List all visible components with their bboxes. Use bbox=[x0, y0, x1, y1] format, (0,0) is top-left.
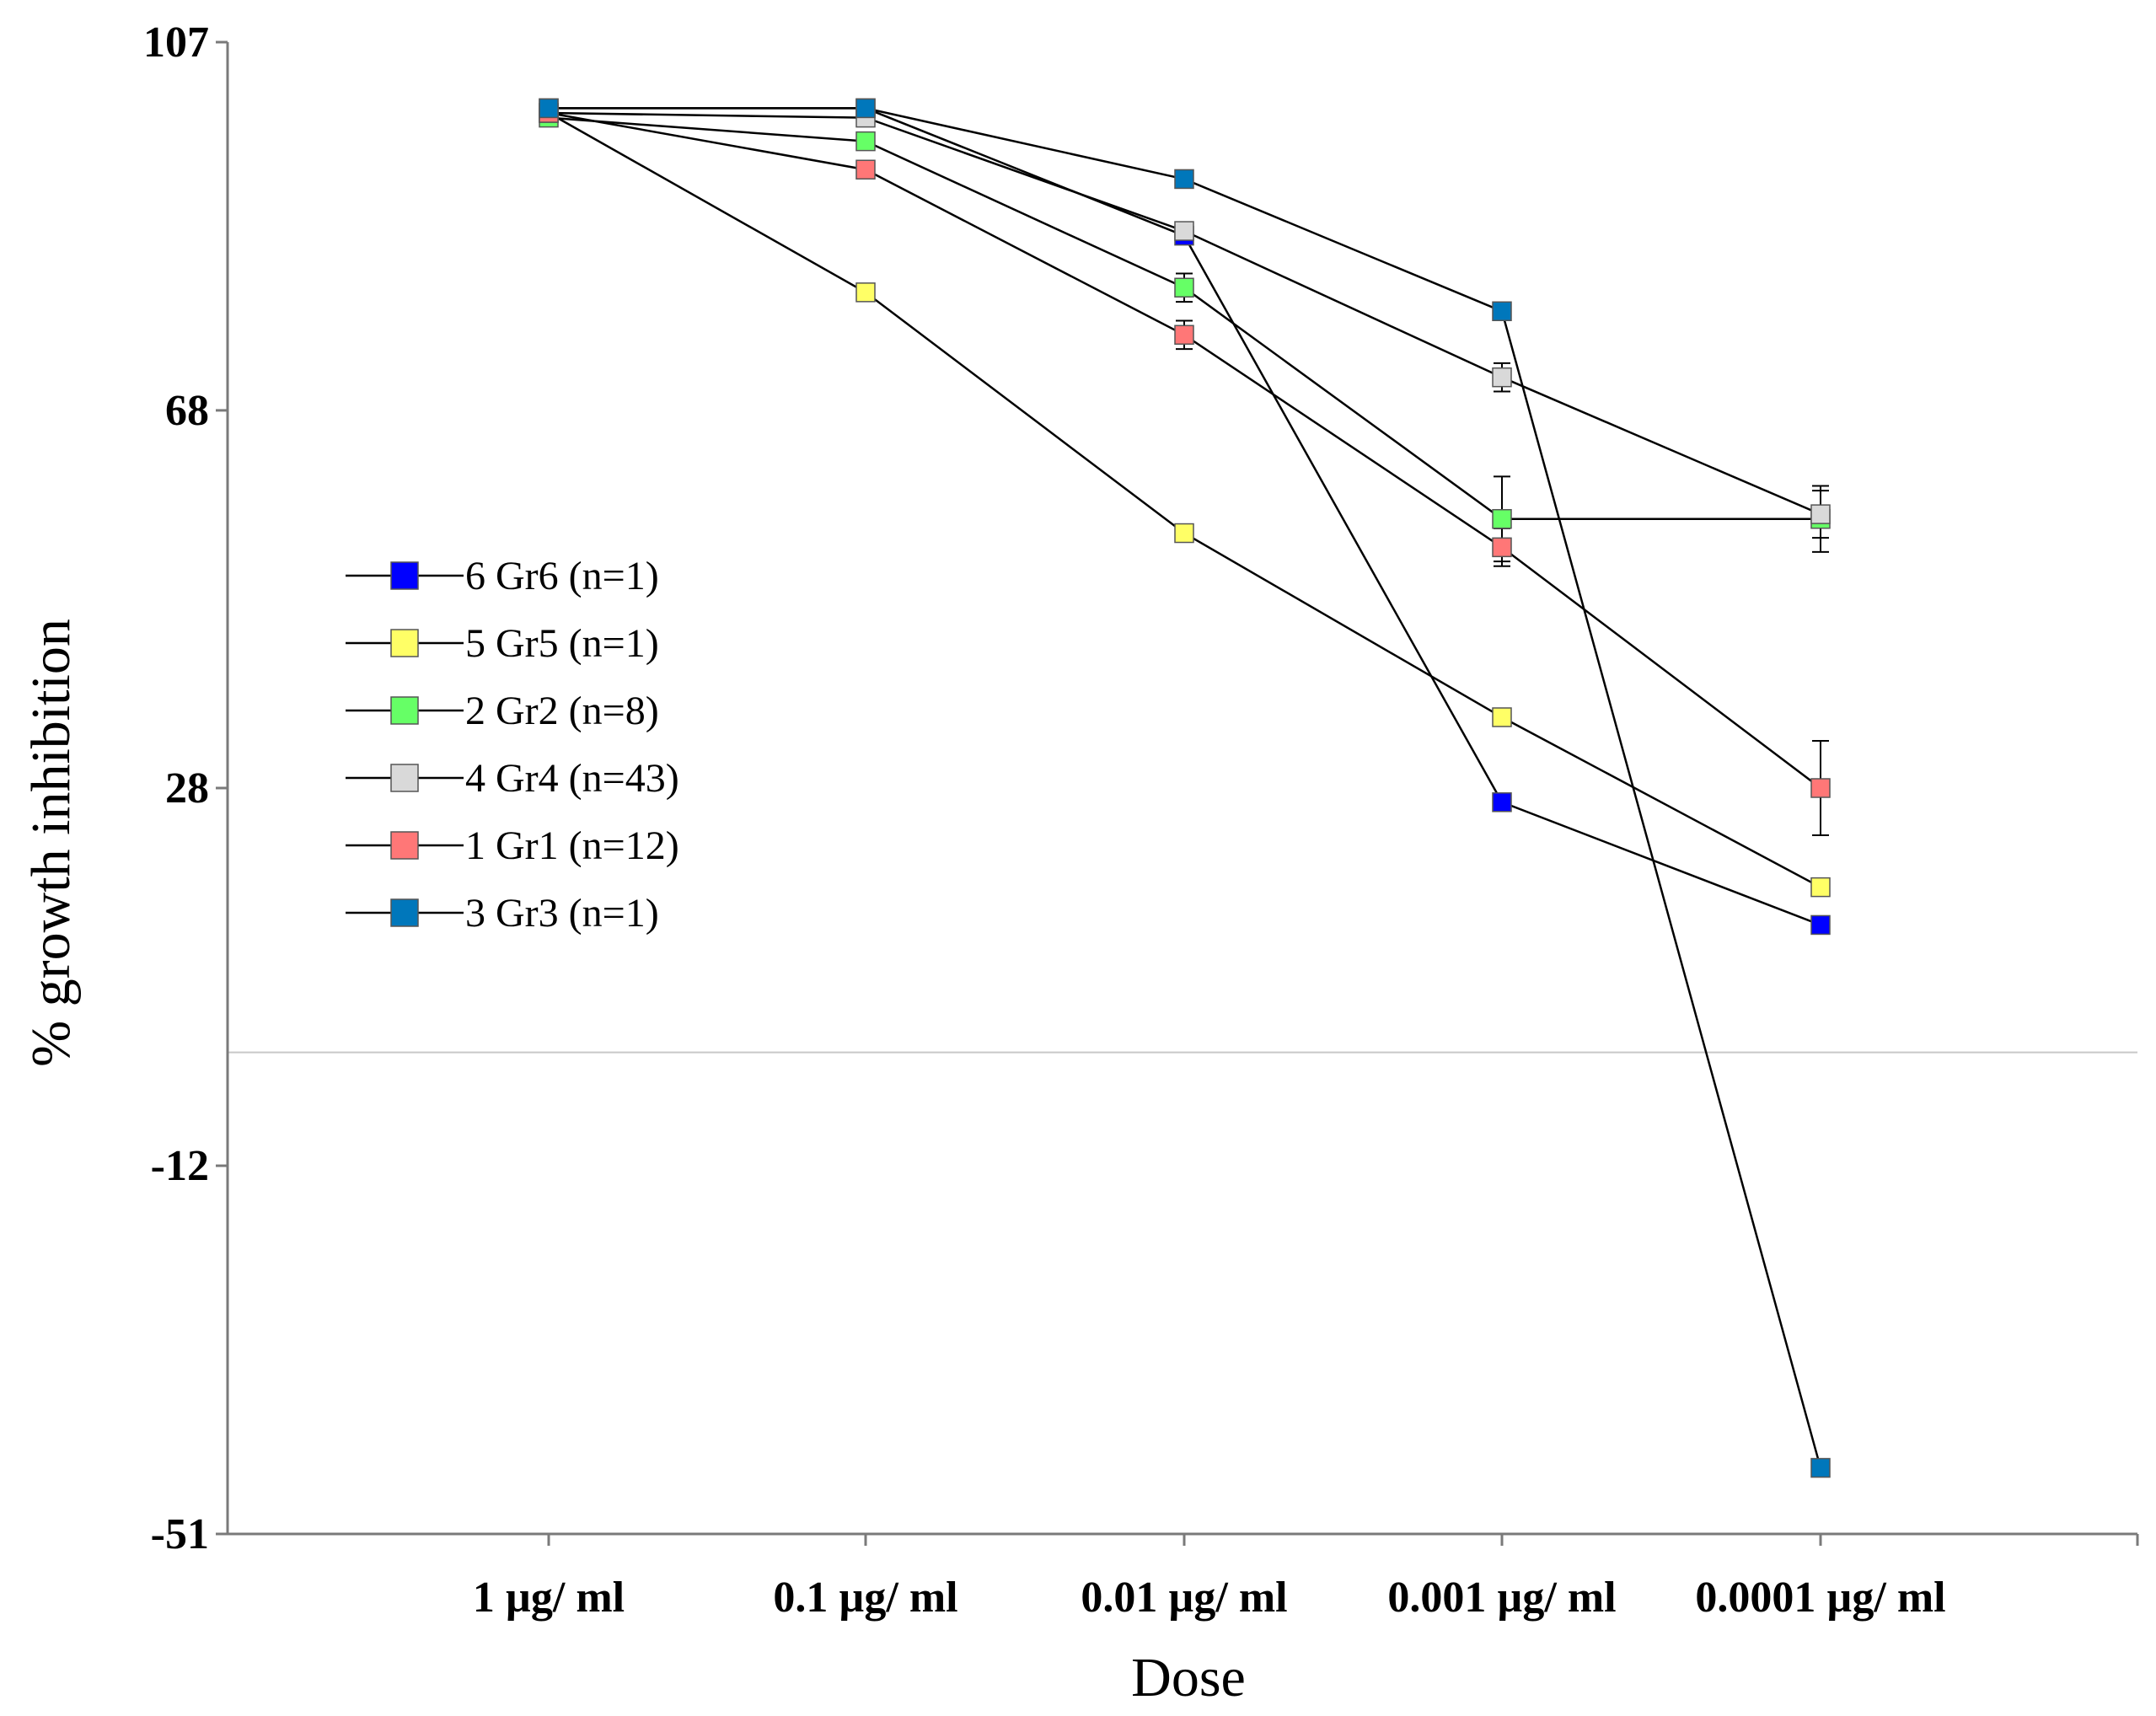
y-tick-label: -12 bbox=[151, 1142, 209, 1190]
x-axis-title: Dose bbox=[1131, 1647, 1246, 1708]
legend-label: 6 Gr6 (n=1) bbox=[465, 554, 659, 598]
legend-item: 5 Gr5 (n=1) bbox=[346, 621, 659, 666]
y-tick-label: 28 bbox=[165, 764, 209, 812]
y-tick-label: -51 bbox=[151, 1510, 209, 1558]
data-point bbox=[1492, 707, 1512, 727]
data-point bbox=[1492, 301, 1512, 322]
y-tick-label: 107 bbox=[143, 19, 209, 67]
data-point bbox=[1492, 367, 1512, 388]
x-tick-label: 0.01 µg/ ml bbox=[1081, 1574, 1287, 1622]
legend-marker bbox=[390, 629, 419, 657]
series-lines bbox=[548, 107, 1822, 1468]
data-point bbox=[1492, 508, 1512, 529]
data-point bbox=[855, 159, 876, 180]
legend-label: 3 Gr3 (n=1) bbox=[465, 891, 659, 936]
data-point bbox=[1174, 169, 1194, 190]
data-point bbox=[1810, 1457, 1831, 1478]
x-tick-label: 0.001 µg/ ml bbox=[1387, 1574, 1616, 1622]
data-point bbox=[1174, 523, 1194, 544]
legend-marker bbox=[390, 696, 419, 725]
legend-marker bbox=[390, 561, 419, 590]
data-point bbox=[1492, 792, 1512, 812]
legend-marker bbox=[390, 898, 419, 927]
data-point bbox=[539, 98, 559, 119]
legend-item: 4 Gr4 (n=43) bbox=[346, 756, 679, 801]
x-tick-label: 0.1 µg/ ml bbox=[773, 1574, 957, 1622]
series-line bbox=[548, 111, 1821, 789]
legend-item: 2 Gr2 (n=8) bbox=[346, 689, 659, 733]
series-markers bbox=[539, 98, 1831, 1478]
x-tick-label: 1 µg/ ml bbox=[473, 1574, 625, 1622]
legend-item: 1 Gr1 (n=12) bbox=[346, 823, 679, 868]
legend-marker bbox=[390, 764, 419, 792]
legend-label: 5 Gr5 (n=1) bbox=[465, 621, 659, 666]
legend-label: 2 Gr2 (n=8) bbox=[465, 689, 659, 733]
x-axis-ticks: 1 µg/ ml 0.1 µg/ ml 0.01 µg/ ml 0.001 µg/ m… bbox=[473, 1534, 2139, 1622]
legend-label: 1 Gr1 (n=12) bbox=[465, 823, 679, 868]
y-axis-ticks: 107 68 28 -12 -51 bbox=[143, 19, 228, 1558]
data-point bbox=[855, 98, 876, 119]
data-point bbox=[1174, 324, 1194, 346]
data-point bbox=[1174, 277, 1194, 298]
data-point bbox=[1810, 877, 1831, 898]
legend-item: 3 Gr3 (n=1) bbox=[346, 891, 659, 936]
y-tick-label: 68 bbox=[165, 387, 209, 435]
legend-marker bbox=[390, 831, 419, 860]
x-tick-label: 0.0001 µg/ ml bbox=[1695, 1574, 1945, 1622]
data-point bbox=[1810, 504, 1831, 524]
data-point bbox=[1810, 914, 1831, 936]
legend-item: 6 Gr6 (n=1) bbox=[346, 554, 659, 598]
data-point bbox=[1174, 221, 1194, 241]
data-point bbox=[1810, 778, 1831, 798]
series-line bbox=[549, 107, 1822, 1468]
data-point bbox=[855, 282, 876, 303]
data-point bbox=[855, 131, 876, 152]
data-point bbox=[1492, 537, 1512, 558]
y-axis-title: % growth inhibition bbox=[20, 619, 82, 1067]
legend-label: 4 Gr4 (n=43) bbox=[465, 756, 679, 801]
legend: 6 Gr6 (n=1) 5 Gr5 (n=1) 2 Gr2 (n=8) 4 Gr4 (… bbox=[346, 554, 679, 936]
